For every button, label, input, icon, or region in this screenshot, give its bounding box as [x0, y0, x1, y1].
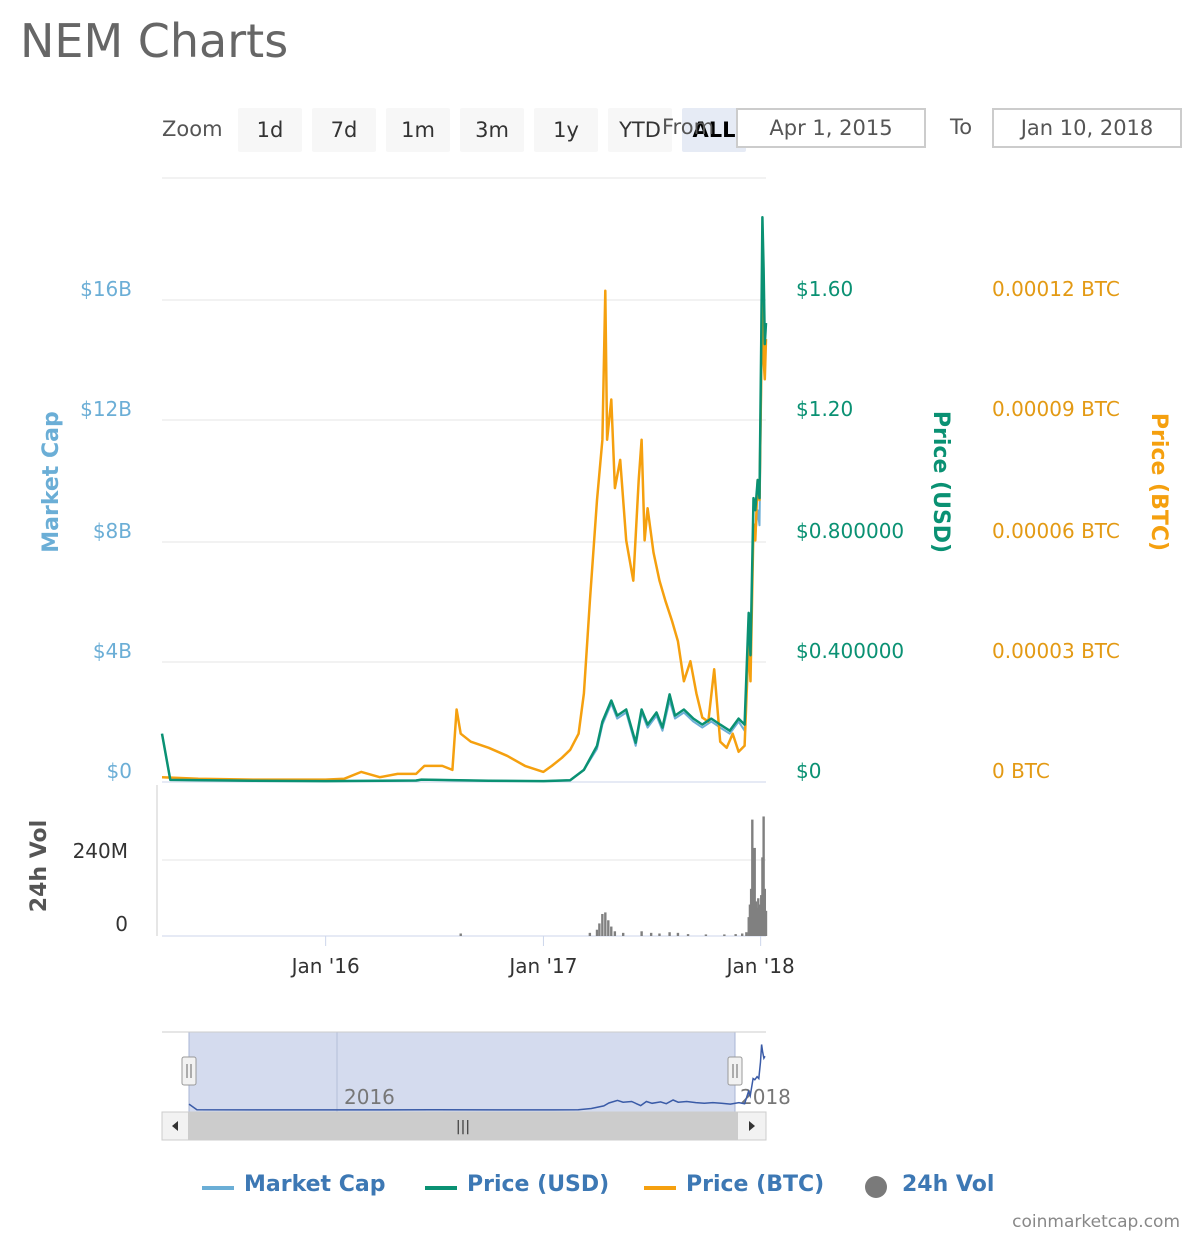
- volume-bar: [621, 932, 625, 936]
- volume-bar: [704, 934, 708, 936]
- scrollbar-grip-icon: |||: [456, 1119, 470, 1135]
- volume-bar: [686, 934, 690, 936]
- volume-bar: [588, 932, 592, 936]
- volume-bar: [753, 847, 756, 936]
- volume-bar: [658, 933, 661, 936]
- market-cap-line: [161, 246, 767, 783]
- price-usd-tick-label: $1.20: [796, 397, 853, 421]
- series-layer: [160, 216, 768, 783]
- credits-link[interactable]: coinmarketcap.com: [1012, 1212, 1180, 1232]
- zoom-1m-button[interactable]: 1m: [386, 108, 450, 152]
- legend-market-cap-line: [202, 1186, 234, 1190]
- volume-bar: [734, 934, 737, 936]
- page-title: NEM Charts: [20, 14, 289, 68]
- volume-bar: [604, 912, 607, 936]
- market-cap-tick-label: $16B: [80, 277, 132, 301]
- market-cap-tick-label: $0: [107, 759, 132, 783]
- volume-bar: [459, 933, 462, 936]
- price-usd-tick-label: $0: [796, 759, 821, 783]
- volume-bar: [601, 913, 604, 936]
- volume-bar: [668, 932, 671, 936]
- volume-tick-label: 240M: [73, 839, 128, 863]
- zoom-label: Zoom: [162, 117, 223, 141]
- price-btc-tick-label: 0.00009 BTC: [992, 397, 1120, 421]
- price-usd-axis-title: Price (USD): [928, 411, 953, 553]
- navigator-handle[interactable]: [727, 1056, 743, 1086]
- volume-bar: [649, 932, 653, 936]
- volume-bar: [723, 934, 726, 936]
- legend-item-price-btc[interactable]: Price (BTC): [644, 1172, 824, 1197]
- navigator-label: 2018: [740, 1085, 791, 1109]
- navigator-handle[interactable]: [181, 1056, 197, 1086]
- navigator: 2016 2018 |||: [161, 1031, 791, 1141]
- zoom-1d-button[interactable]: 1d: [238, 108, 302, 152]
- volume-bar: [607, 920, 610, 936]
- price-usd-tick-label: $1.60: [796, 277, 853, 301]
- navigator-label: 2016: [344, 1085, 395, 1109]
- legend-item-volume[interactable]: 24h Vol: [865, 1172, 995, 1198]
- legend: Market Cap Price (USD) Price (BTC) 24h V…: [0, 1172, 1200, 1212]
- market-cap-tick-label: $4B: [93, 639, 132, 663]
- volume-bar: [640, 931, 643, 936]
- volume-tick-label: 0: [115, 912, 128, 936]
- price-btc-tick-label: 0 BTC: [992, 759, 1050, 783]
- zoom-1y-button[interactable]: 1y: [534, 108, 598, 152]
- chart-svg: $0 $4B $8B $12B $16B $0 $0.400000 $0.800000 $1.2…: [27, 177, 1171, 1141]
- price-btc-tick-label: 0.00003 BTC: [992, 639, 1120, 663]
- legend-item-price-usd[interactable]: Price (USD): [425, 1172, 609, 1197]
- range-from-label: From: [662, 115, 715, 139]
- volume-bar: [676, 932, 680, 936]
- market-cap-axis-title: Market Cap: [39, 411, 64, 552]
- scroll-left-arrow-icon[interactable]: [172, 1121, 178, 1131]
- price-usd-tick-label: $0.400000: [796, 639, 904, 663]
- navigator-series-line: [188, 1044, 766, 1111]
- axis-layer: $0 $4B $8B $12B $16B $0 $0.400000 $0.800000 $1.2…: [27, 277, 1171, 978]
- navigator-selection: [188, 1031, 736, 1113]
- volume-bars: [459, 816, 768, 936]
- legend-price-usd-line: [425, 1186, 457, 1190]
- legend-market-cap-label: Market Cap: [244, 1172, 386, 1197]
- legend-price-btc-label: Price (BTC): [686, 1172, 825, 1197]
- market-cap-tick-label: $12B: [80, 397, 132, 421]
- volume-bar: [764, 910, 768, 936]
- legend-price-btc-line: [644, 1186, 676, 1190]
- volume-bar: [613, 931, 617, 936]
- volume-bar: [595, 929, 599, 936]
- legend-volume-label: 24h Vol: [902, 1172, 995, 1197]
- legend-item-market-cap[interactable]: Market Cap: [202, 1172, 385, 1197]
- legend-volume-dot: [865, 1176, 887, 1198]
- grid-layer: [156, 177, 766, 937]
- range-from-input[interactable]: [736, 108, 926, 148]
- zoom-7d-button[interactable]: 7d: [312, 108, 376, 152]
- x-tick-label: Jan '18: [725, 954, 795, 978]
- price-usd-line: [160, 216, 768, 783]
- volume-bar: [598, 923, 601, 936]
- volume-bar: [610, 926, 613, 936]
- volume-bar: [740, 933, 744, 936]
- legend-price-usd-label: Price (USD): [467, 1172, 610, 1197]
- zoom-3m-button[interactable]: 3m: [460, 108, 524, 152]
- zoom-ytd-button[interactable]: YTD: [608, 108, 672, 152]
- price-btc-tick-label: 0.00006 BTC: [992, 519, 1120, 543]
- scroll-right-arrow-icon[interactable]: [749, 1121, 755, 1131]
- volume-bar: [758, 904, 761, 936]
- price-btc-axis-title: Price (BTC): [1146, 413, 1171, 551]
- market-cap-tick-label: $8B: [93, 519, 132, 543]
- x-tick-label: Jan '17: [507, 954, 577, 978]
- zoom-all-button[interactable]: ALL: [682, 108, 746, 152]
- volume-axis-title: 24h Vol: [27, 820, 52, 912]
- x-tick-label: Jan '16: [290, 954, 360, 978]
- range-to-label: To: [950, 115, 973, 139]
- price-btc-tick-label: 0.00012 BTC: [992, 277, 1120, 301]
- range-to-input[interactable]: [992, 108, 1182, 148]
- volume-bar: [745, 932, 748, 936]
- scrollbar-thumb[interactable]: [188, 1112, 738, 1140]
- price-btc-line: [161, 277, 768, 781]
- price-usd-tick-label: $0.800000: [796, 519, 904, 543]
- volume-bar: [762, 816, 765, 936]
